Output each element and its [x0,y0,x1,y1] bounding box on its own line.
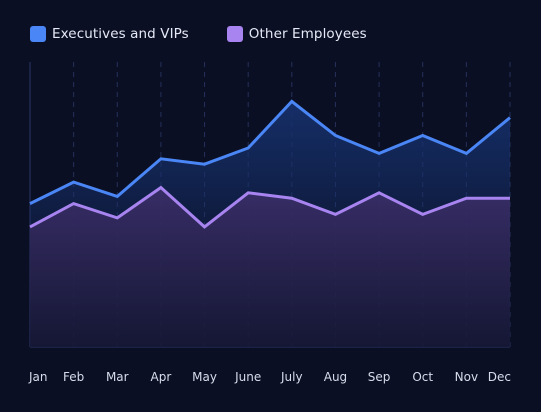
x-tick-oct: Oct [412,370,433,384]
x-tick-aug: Aug [324,370,347,384]
x-tick-june: June [234,370,261,384]
x-tick-nov: Nov [455,370,478,384]
x-tick-dec: Dec [488,370,511,384]
x-tick-mar: Mar [106,370,129,384]
lines [29,99,511,229]
area-other-employees [30,187,510,347]
areas [30,101,510,347]
x-tick-sep: Sep [368,370,391,384]
x-tick-feb: Feb [63,370,84,384]
line-executives[interactable] [29,99,511,205]
x-tick-apr: Apr [151,370,172,384]
legend-item-other-employees[interactable]: Other Employees [226,26,367,42]
x-tick-july: July [280,370,303,384]
legend-swatch-executives [30,26,46,42]
x-tick-may: May [192,370,217,384]
legend-item-executives[interactable]: Executives and VIPs [30,26,189,42]
legend-label-other-employees: Other Employees [248,26,367,42]
area-executives [30,101,510,227]
legend-swatch-other-employees [226,26,243,42]
x-tick-jan: Jan [28,370,48,384]
line-other-employees[interactable] [29,185,510,229]
legend-label-executives: Executives and VIPs [52,26,189,42]
x-axis: Jan Feb Mar Apr May June July Aug Sep Oct Nov Dec [28,370,511,384]
legend: Executives and VIPs Other Employees [30,26,367,42]
